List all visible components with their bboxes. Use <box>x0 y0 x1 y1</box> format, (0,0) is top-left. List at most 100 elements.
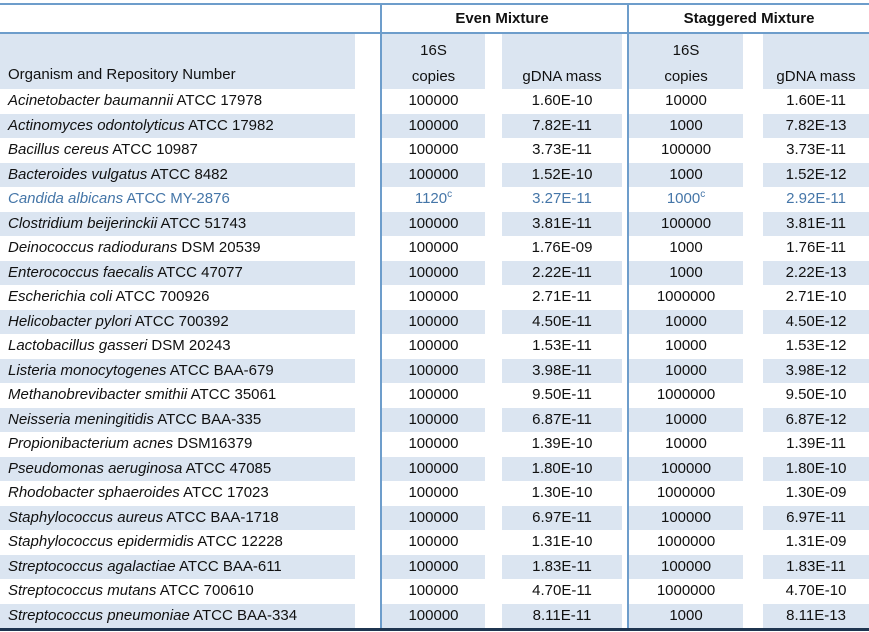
organism-name-plain: DSM 20539 <box>177 239 261 256</box>
organism-name-plain: ATCC 17982 <box>184 116 274 134</box>
table-row: Deinococcus radiodurans DSM 20539 100000… <box>0 236 869 261</box>
table-row: Streptococcus mutans ATCC 700610 100000 … <box>0 579 869 604</box>
staggered-16s-copies-value: 1000 <box>666 190 701 207</box>
column-gap <box>485 33 502 89</box>
organism-name-italic: Candida albicans <box>8 190 124 207</box>
organism-name-italic: Listeria monocytogenes <box>8 361 167 379</box>
organism-cell: Staphylococcus aureus ATCC BAA-1718 <box>0 505 355 530</box>
staggered-copies-superscript: c <box>700 189 706 200</box>
column-header-row: Organism and Repository Number 16S copie… <box>0 33 869 89</box>
staggered-16s-copies-cell: 10000 <box>627 358 744 383</box>
even-16s-copies-cell: 100000 <box>380 358 485 383</box>
even-16s-copies-cell: 100000 <box>380 456 485 481</box>
column-gap <box>622 162 629 187</box>
staggered-16s-copies-cell: 10000 <box>627 89 744 114</box>
even-16s-copies-value: 100000 <box>408 312 459 330</box>
column-gap <box>485 603 502 630</box>
even-16s-copies-value: 100000 <box>408 508 459 526</box>
even-16s-copies-value: 100000 <box>408 239 459 256</box>
organism-name-italic: Streptococcus agalactiae <box>8 557 176 575</box>
column-gap <box>355 285 381 310</box>
column-gap <box>743 554 764 579</box>
column-gap <box>743 285 763 310</box>
even-gdna-mass-cell: 3.81E-11 <box>502 211 623 236</box>
staggered-16s-copies-value: 1000 <box>669 165 703 183</box>
staggered-16s-copies-value: 10000 <box>665 410 707 428</box>
staggered-16s-copies-value: 100000 <box>660 557 712 575</box>
staggered-16s-copies-value: 10000 <box>665 92 707 109</box>
organism-name-italic: Rhodobacter sphaeroides <box>8 484 180 501</box>
even-16s-copies-cell: 100000 <box>380 432 485 457</box>
column-gap <box>622 211 629 236</box>
staggered-16s-copies-value: 1000 <box>669 116 703 134</box>
staggered-16s-copies-cell: 1000000 <box>627 285 744 310</box>
staggered-gdna-mass-cell: 1.30E-09 <box>785 484 847 501</box>
even-16s-copies-cell: 100000 <box>380 383 485 408</box>
group-header-row: Even Mixture Staggered Mixture <box>0 4 869 34</box>
even-gdna-mass-cell: 9.50E-11 <box>532 386 592 403</box>
staggered-16s-copies-value: 100000 <box>660 508 712 526</box>
even-16s-copies-cell: 100000 <box>380 554 485 579</box>
organism-cell: Neisseria meningitidis ATCC BAA-335 <box>0 407 355 432</box>
even-gdna-mass-cell: 2.71E-11 <box>532 288 592 305</box>
staggered-gdna-mass-cell: 2.71E-10 <box>785 288 847 305</box>
column-gap <box>485 456 502 481</box>
even-16s-label: 16S <box>420 42 447 59</box>
table-row: Helicobacter pylori ATCC 700392 100000 4… <box>0 309 869 334</box>
column-gap <box>622 407 629 432</box>
staggered-16s-copies-value: 100000 <box>660 141 712 158</box>
column-gap <box>743 89 763 114</box>
staggered-16s-copies-value: 1000 <box>669 239 703 256</box>
organism-name-italic: Escherichia coli <box>8 288 113 305</box>
table-row: Acinetobacter baumannii ATCC 17978 10000… <box>0 89 869 114</box>
organism-name-plain: ATCC 700610 <box>156 582 254 599</box>
even-16s-copies-cell: 100000 <box>380 530 485 555</box>
column-gap <box>355 456 381 481</box>
column-gap <box>355 603 381 630</box>
organism-cell: Streptococcus pneumoniae ATCC BAA-334 <box>0 603 355 630</box>
staggered-16s-copies-cell: 1000 <box>627 113 744 138</box>
organism-name-plain: ATCC 700926 <box>112 288 210 305</box>
column-gap <box>485 481 502 506</box>
column-gap <box>622 33 629 89</box>
even-copies-superscript: c <box>447 189 453 200</box>
column-gap <box>622 358 629 383</box>
organism-name-italic: Staphylococcus aureus <box>8 508 164 526</box>
organism-name-plain: DSM16379 <box>173 435 253 452</box>
column-gap <box>355 113 381 138</box>
even-16s-copies-value: 100000 <box>408 435 459 452</box>
staggered-gdna-mass-cell: 6.87E-12 <box>763 407 869 432</box>
even-16s-copies-value: 100000 <box>408 141 459 158</box>
column-gap <box>485 530 502 555</box>
table-row: Neisseria meningitidis ATCC BAA-335 1000… <box>0 407 869 432</box>
table-row: Pseudomonas aeruginosa ATCC 47085 100000… <box>0 456 869 481</box>
even-16s-copies-cell: 100000 <box>380 334 485 359</box>
column-gap <box>743 456 764 481</box>
column-gap <box>355 383 381 408</box>
organism-name-plain: ATCC 35061 <box>187 386 277 403</box>
staggered-gdna-mass-cell: 6.97E-11 <box>763 505 869 530</box>
column-gap <box>743 33 764 89</box>
organism-cell: Pseudomonas aeruginosa ATCC 47085 <box>0 456 355 481</box>
table-row: Listeria monocytogenes ATCC BAA-679 1000… <box>0 358 869 383</box>
even-16s-copies-cell: 100000 <box>380 407 485 432</box>
organism-name-plain: ATCC 700392 <box>131 312 229 330</box>
table-row: Clostridium beijerinckii ATCC 51743 1000… <box>0 211 869 236</box>
table-row: Staphylococcus aureus ATCC BAA-1718 1000… <box>0 505 869 530</box>
even-16s-copies-cell: 100000 <box>380 89 485 114</box>
organism-name-italic: Pseudomonas aeruginosa <box>8 459 183 477</box>
column-gap <box>743 505 764 530</box>
column-gap <box>355 407 381 432</box>
staggered-gdna-mass-cell: 1.52E-12 <box>763 162 869 187</box>
organism-name-italic: Streptococcus pneumoniae <box>8 606 190 624</box>
column-gap <box>355 89 381 114</box>
column-header-even-16s-copies: 16S copies <box>380 33 485 89</box>
column-gap <box>743 481 763 506</box>
column-gap <box>743 358 764 383</box>
even-16s-copies-value: 100000 <box>408 361 459 379</box>
staggered-gdna-mass-cell: 3.98E-12 <box>763 358 869 383</box>
organism-name-italic: Acinetobacter baumannii <box>8 92 174 109</box>
organism-name-italic: Helicobacter pylori <box>8 312 132 330</box>
table-row: Lactobacillus gasseri DSM 20243 100000 1… <box>0 334 869 359</box>
even-16s-copies-cell: 100000 <box>380 309 485 334</box>
